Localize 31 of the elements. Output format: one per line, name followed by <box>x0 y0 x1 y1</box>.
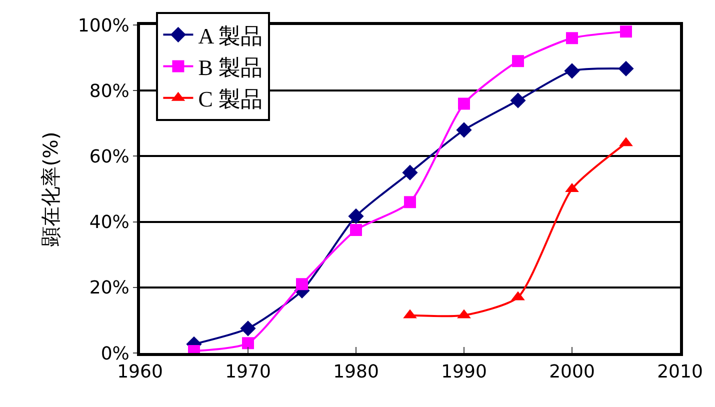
point <box>402 164 418 180</box>
y-tick-label: 40% <box>89 212 130 234</box>
x-tick-label: 1960 <box>117 362 163 383</box>
point <box>620 26 632 38</box>
point <box>564 63 580 79</box>
y-tick-label: 60% <box>89 146 130 168</box>
x-tick-label: 2000 <box>549 362 595 383</box>
y-axis-title: 顕在化率(%) <box>38 132 62 248</box>
point <box>458 98 470 110</box>
y-tick-label: 0% <box>100 343 130 364</box>
point <box>404 196 416 208</box>
point <box>456 122 472 138</box>
x-tick-label: 2010 <box>657 362 703 383</box>
y-tick-label: 100% <box>78 15 130 36</box>
point <box>566 32 578 44</box>
point <box>242 337 254 350</box>
x-tick-label: 1970 <box>225 362 271 383</box>
legend-label: B 製品 <box>198 54 262 80</box>
point <box>350 224 362 236</box>
y-tick-label: 20% <box>89 278 130 299</box>
point <box>510 92 526 108</box>
legend-label: C 製品 <box>198 86 262 112</box>
x-tick-label: 1980 <box>333 362 379 383</box>
point <box>240 320 256 336</box>
point <box>348 208 364 224</box>
y-tick-label: 80% <box>89 80 130 102</box>
point <box>296 278 308 290</box>
point <box>512 55 524 68</box>
point <box>618 60 634 76</box>
legend-label: A 製品 <box>198 23 262 48</box>
x-tick-label: 1990 <box>441 362 487 383</box>
